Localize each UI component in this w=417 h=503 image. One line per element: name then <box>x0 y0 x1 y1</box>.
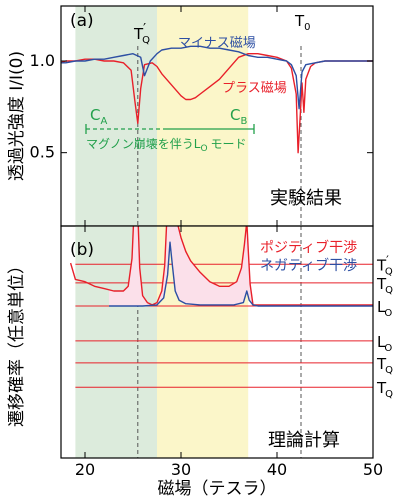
minus-field-label: マイナス磁場 <box>178 36 256 51</box>
x-tick-label-40: 40 <box>267 460 287 479</box>
t0-sub: 0 <box>304 22 310 33</box>
negative-interference-series <box>109 241 373 307</box>
t0-label: T0 <box>294 12 311 33</box>
mode-level-prime-0: ′ <box>386 253 389 267</box>
panel-a: 0.51.0 (a) T′ Q T0 マイナス磁場 プラス磁場 CA CB マグノ… <box>7 5 374 227</box>
mode-level-letter-0: T <box>376 256 387 274</box>
x-tick-label-30: 30 <box>171 460 191 479</box>
panel-a-ytick-label-1: 1.0 <box>30 51 55 70</box>
mode-level-label-5: TQ <box>376 379 393 400</box>
negative-interference-label: ネガティブ干渉 <box>260 257 357 274</box>
region-cb-letter: C <box>230 106 240 124</box>
mode-level-letter-2: L <box>377 298 386 316</box>
panel-b-ticks: 20 30 40 50 <box>75 226 383 479</box>
region-cb-sub: B <box>240 116 247 127</box>
plus-field-series <box>61 53 373 154</box>
mode-level-letter-3: L <box>377 333 386 351</box>
experimental-result-label: 実験結果 <box>270 188 342 209</box>
mode-level-letter-4: T <box>376 355 387 373</box>
region-cb-band-b <box>157 226 249 458</box>
x-tick-label-20: 20 <box>75 460 95 479</box>
mode-level-sub-2: O <box>384 308 392 319</box>
mode-level-sub-1: Q <box>385 285 393 296</box>
positive-interference-label: ポジティブ干渉 <box>260 239 357 256</box>
mode-level-sub-3: O <box>384 343 392 354</box>
panel-b-frame <box>60 225 374 459</box>
mode-level-sub-4: Q <box>385 365 393 376</box>
tq-prime-label: T′ Q <box>133 22 150 46</box>
magnon-annotation-tail: モード <box>211 137 247 151</box>
mode-level-sub-0: Q <box>385 266 393 277</box>
magnon-annotation-text: マグノン崩壊を伴うL <box>86 137 201 151</box>
panel-b-label: (b) <box>70 240 94 260</box>
positive-interference-series <box>69 226 373 306</box>
t0-letter: T <box>294 12 305 30</box>
mode-level-letter-5: T <box>376 379 387 397</box>
region-ca-letter: C <box>90 106 100 124</box>
minus-field-series <box>61 45 373 110</box>
panel-b-ylabel: 遷移確率（任意単位） <box>7 257 27 427</box>
panel-a-regions <box>75 6 249 226</box>
panel-a-label: (a) <box>70 11 94 31</box>
region-ca-band-a <box>75 6 157 226</box>
region-ca-sub: A <box>100 116 107 127</box>
panel-a-series <box>61 45 373 154</box>
x-axis-label: 磁場（テスラ） <box>158 479 277 499</box>
interference-fill <box>109 226 256 306</box>
tq-prime-letter: T <box>133 25 144 43</box>
theory-result-label: 理論計算 <box>268 430 340 451</box>
mode-level-label-1: TQ <box>376 275 393 296</box>
magnon-annotation-sub: O <box>200 144 207 154</box>
panel-a-ytick-label-0.5: 0.5 <box>30 143 55 162</box>
mode-level-label-4: TQ <box>376 355 393 376</box>
panel-b-regions <box>75 226 249 458</box>
region-cb-band-a <box>157 6 249 226</box>
mode-level-label-3: LO <box>377 333 392 354</box>
region-ca-label: CA <box>90 106 107 127</box>
x-tick-label-50: 50 <box>363 460 383 479</box>
tq-prime-mark: ′ <box>143 22 146 37</box>
panel-a-ylabel: 透過光強度 I/I(0) <box>7 51 27 181</box>
magnon-annotation: マグノン崩壊を伴うLO モード <box>86 137 247 154</box>
panel-a-ticks: 0.5 1.0 <box>30 6 374 226</box>
mode-level-label-0: T′ Q <box>376 253 393 277</box>
mode-level-sub-5: Q <box>385 389 393 400</box>
mode-level-label-2: LO <box>377 298 392 319</box>
region-ca-band-b <box>75 226 157 458</box>
mode-level-letter-1: T <box>376 275 387 293</box>
region-cb-label: CB <box>230 106 247 127</box>
tq-prime-sub: Q <box>142 35 150 46</box>
panel-b-series <box>69 226 373 307</box>
plus-field-label: プラス磁場 <box>222 81 287 96</box>
